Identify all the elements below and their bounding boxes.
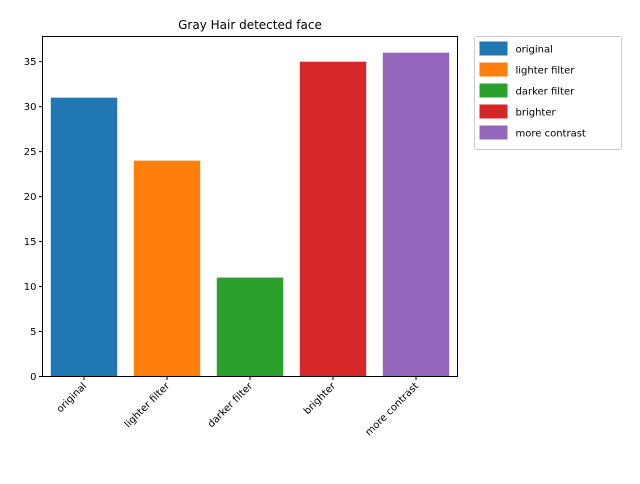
y-tick-label: 25 bbox=[24, 147, 37, 158]
x-tick-label: darker filter bbox=[206, 380, 256, 430]
bar-original bbox=[50, 97, 118, 377]
x-tick-label: lighter filter bbox=[123, 380, 173, 430]
y-tick-label: 5 bbox=[30, 327, 36, 338]
legend-label: lighter filter bbox=[516, 66, 576, 77]
legend-swatch bbox=[479, 83, 508, 98]
x-tick-label: more contrast bbox=[364, 381, 422, 439]
y-tick-label: 30 bbox=[24, 102, 37, 113]
bar-lighter-filter bbox=[133, 160, 201, 377]
y-axis: 0 5 10 15 20 25 30 35 bbox=[24, 57, 43, 383]
y-tick-label: 35 bbox=[24, 57, 37, 68]
legend-label: darker filter bbox=[516, 87, 576, 98]
y-tick-label: 10 bbox=[24, 282, 37, 293]
bar-darker-filter bbox=[216, 277, 284, 377]
y-tick-label: 20 bbox=[24, 192, 37, 203]
x-axis: original lighter filter darker filter brigh… bbox=[55, 376, 422, 439]
legend-swatch bbox=[479, 104, 508, 119]
x-tick-label: original bbox=[55, 381, 89, 415]
legend-swatch bbox=[479, 62, 508, 77]
legend-swatch bbox=[479, 41, 508, 56]
bar-brighter bbox=[299, 61, 367, 377]
legend-swatch bbox=[479, 125, 508, 140]
bar-more-contrast bbox=[382, 52, 450, 377]
plot-frame bbox=[42, 36, 458, 377]
chart-title: Gray Hair detected face bbox=[178, 18, 322, 32]
x-tick-label: brighter bbox=[302, 380, 339, 417]
y-tick-label: 0 bbox=[30, 372, 36, 383]
legend: original lighter filter darker filter brigh… bbox=[474, 36, 622, 150]
legend-label: brighter bbox=[516, 108, 557, 119]
y-tick-label: 15 bbox=[24, 237, 37, 248]
legend-label: original bbox=[516, 45, 553, 56]
bars bbox=[50, 52, 450, 377]
legend-label: more contrast bbox=[516, 129, 586, 140]
legend-box bbox=[474, 36, 622, 150]
